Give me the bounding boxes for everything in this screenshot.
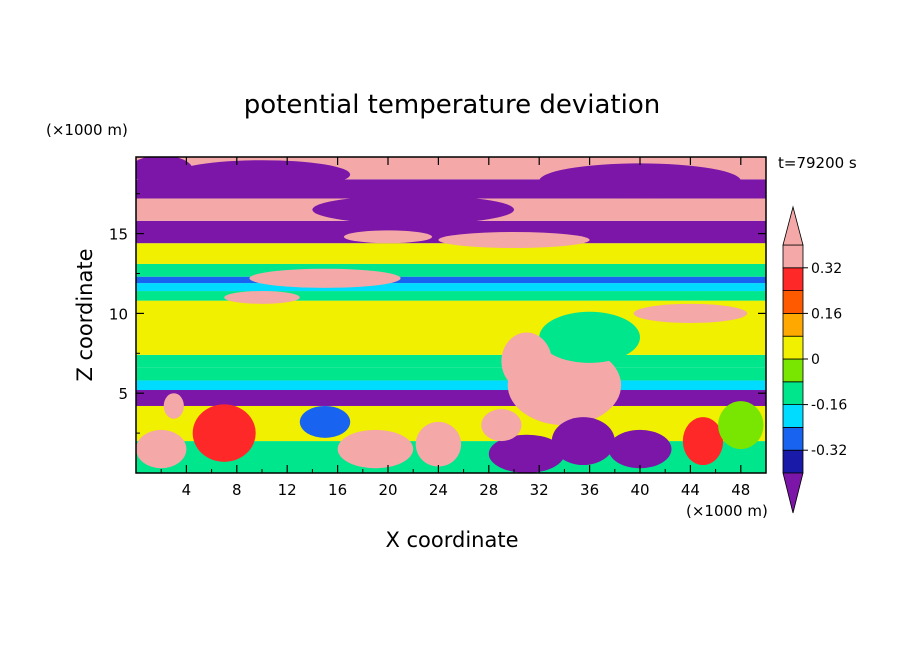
x-tick-label: 8 — [232, 481, 242, 499]
y-tick-label: 5 — [118, 385, 128, 403]
x-tick-label: 16 — [328, 481, 347, 499]
contour-region — [343, 230, 433, 244]
contour-region — [337, 429, 414, 469]
contour-region — [539, 163, 741, 199]
colorbar-tick-label: -0.16 — [811, 398, 847, 414]
contour-band — [136, 291, 766, 301]
contour-region — [682, 417, 724, 466]
contour-band — [136, 276, 766, 284]
colorbar-tick-label: 0.16 — [811, 306, 842, 322]
x-tick-label: 20 — [378, 481, 397, 499]
x-tick-label: 4 — [182, 481, 192, 499]
contour-band — [136, 354, 766, 368]
colorbar-extend-max — [782, 205, 804, 246]
x-tick-label: 44 — [681, 481, 700, 499]
colorbar-segment — [782, 426, 804, 451]
colorbar-segment — [782, 381, 804, 405]
contour-region — [415, 421, 462, 467]
contour-region — [192, 404, 256, 462]
contour-region — [539, 311, 640, 363]
contour-region — [608, 429, 672, 469]
x-tick-label: 36 — [580, 481, 599, 499]
contour-band — [136, 390, 766, 406]
contour-band — [136, 380, 766, 391]
y-axis-title: Z coordinate — [73, 248, 97, 381]
colorbar-segment — [782, 449, 804, 474]
contour-region — [501, 332, 552, 391]
contour-region — [163, 393, 184, 419]
x-axis-ticks: 4 8 12 16 20 24 28 32 36 40 44 48 — [160, 157, 750, 499]
y-axis-ticks: 5 10 15 — [109, 193, 766, 434]
colorbar-tick-label: 0 — [811, 352, 820, 368]
colorbar-tick-label: 0.32 — [811, 261, 842, 277]
colorbar-segment — [782, 290, 804, 314]
y-unit-label: (×1000 m) — [46, 121, 128, 139]
colorbar-extend-min — [782, 472, 804, 514]
time-label: t=79200 s — [778, 154, 857, 172]
colorbar: 0.32 0.16 0 -0.16 -0.32 — [782, 205, 847, 514]
contour-region — [249, 268, 401, 288]
x-tick-label: 32 — [530, 481, 549, 499]
contour-region — [312, 195, 514, 225]
y-tick-label: 10 — [109, 305, 128, 323]
colorbar-segment — [782, 312, 804, 337]
colorbar-segment — [782, 404, 804, 428]
x-unit-label: (×1000 m) — [686, 502, 768, 520]
colorbar-tick-label: -0.32 — [811, 443, 847, 459]
contour-region — [173, 160, 351, 189]
contour-region — [551, 417, 615, 466]
contour-region — [136, 429, 187, 469]
x-axis-title: X coordinate — [385, 528, 518, 552]
colorbar-segment — [782, 335, 804, 360]
contour-region — [488, 434, 565, 473]
colorbar-segment — [782, 358, 804, 383]
contour-band — [136, 367, 766, 381]
contour-region — [299, 405, 351, 438]
plot-frame — [135, 156, 767, 474]
x-tick-label: 48 — [731, 481, 750, 499]
contour-region — [718, 401, 764, 450]
x-tick-label: 28 — [479, 481, 498, 499]
contour-band — [136, 283, 766, 292]
colorbar-segment — [782, 267, 804, 291]
contour-band — [136, 220, 766, 244]
contour-region — [136, 157, 193, 185]
contour-region — [438, 232, 590, 248]
y-tick-label: 15 — [109, 226, 128, 244]
contour-band — [136, 263, 766, 277]
contour-region — [224, 291, 300, 304]
contour-band — [136, 243, 766, 264]
contour-region — [481, 409, 522, 442]
contour-region — [633, 303, 748, 323]
colorbar-segment — [782, 244, 804, 269]
chart-title: potential temperature deviation — [244, 90, 660, 120]
x-tick-label: 40 — [630, 481, 649, 499]
contour-field — [136, 157, 766, 473]
x-tick-label: 12 — [278, 481, 297, 499]
x-tick-label: 24 — [429, 481, 448, 499]
